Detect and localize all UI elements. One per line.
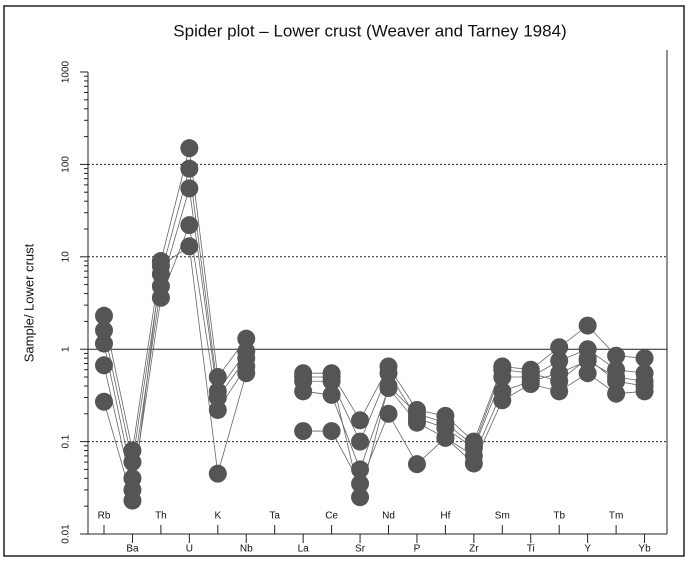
marker (351, 474, 370, 493)
marker (237, 364, 256, 383)
marker (379, 364, 398, 383)
marker (607, 372, 626, 391)
marker (550, 338, 569, 357)
marker (436, 413, 455, 432)
marker (607, 384, 626, 403)
marker (208, 368, 227, 387)
marker (578, 364, 597, 383)
x-tick-label: P (414, 544, 421, 555)
marker (180, 237, 199, 256)
marker (379, 376, 398, 395)
marker (95, 334, 113, 353)
marker (578, 316, 597, 335)
marker (322, 385, 341, 404)
marker (351, 411, 370, 430)
y-tick-label: 0.01 (61, 524, 72, 544)
marker (493, 391, 512, 410)
series-line (103, 188, 247, 479)
marker (407, 455, 426, 474)
x-tick-label: Th (155, 511, 167, 522)
marker (578, 349, 597, 368)
marker (550, 372, 569, 391)
marker (379, 404, 398, 423)
y-tick-label: 100 (61, 156, 72, 173)
marker (322, 368, 341, 387)
x-tick-label: U (186, 544, 193, 555)
marker (351, 432, 370, 451)
frame (3, 5, 685, 557)
marker (151, 288, 170, 307)
marker (351, 460, 370, 479)
x-tick-label: Ti (527, 544, 535, 555)
marker (237, 329, 256, 348)
marker (151, 256, 170, 275)
marker (464, 454, 483, 473)
marker (180, 179, 199, 198)
marker (123, 453, 142, 472)
x-tick-label: Hf (440, 511, 450, 522)
x-tick-label: Yb (638, 544, 651, 555)
x-tick-label: Sr (355, 544, 366, 555)
marker (635, 376, 654, 395)
marker (521, 364, 540, 383)
marker (95, 306, 113, 325)
x-tick-label: Zr (469, 544, 479, 555)
marker (95, 321, 113, 340)
marker (407, 404, 426, 423)
marker (550, 351, 569, 370)
y-tick-label: 1000 (61, 60, 72, 83)
marker (294, 368, 313, 387)
marker (180, 139, 199, 158)
x-tick-label: Ba (126, 544, 139, 555)
y-tick-label: 1 (61, 346, 72, 352)
marker (95, 356, 113, 375)
marker (208, 464, 227, 483)
marker (123, 491, 142, 510)
marker (436, 428, 455, 447)
x-tick-label: Sm (495, 511, 510, 522)
y-tick-label: 10 (61, 251, 72, 263)
marker (464, 436, 483, 455)
y-tick-label: 0.1 (61, 434, 72, 448)
x-tick-label: Nb (240, 544, 253, 555)
marker (294, 382, 313, 401)
marker (180, 159, 199, 178)
marker (180, 216, 199, 235)
x-tick-label: Tb (553, 511, 565, 522)
marker (493, 360, 512, 379)
marker (607, 346, 626, 365)
marker (208, 400, 227, 419)
x-tick-label: Ce (325, 511, 338, 522)
y-axis-label: Sample/ Lower crust (21, 243, 36, 362)
x-tick-label: Tm (609, 511, 623, 522)
marker (635, 349, 654, 368)
marker (322, 422, 341, 441)
marker (294, 422, 313, 441)
marker (208, 388, 227, 407)
x-tick-label: Rb (98, 511, 111, 522)
marker (95, 392, 113, 411)
chart-title: Spider plot – Lower crust (Weaver and Ta… (173, 21, 566, 40)
x-tick-label: Nd (382, 511, 395, 522)
marker (351, 488, 370, 507)
x-tick-label: K (214, 511, 221, 522)
x-tick-label: La (298, 544, 310, 555)
x-tick-label: Ta (269, 511, 280, 522)
x-tick-label: Y (584, 544, 591, 555)
